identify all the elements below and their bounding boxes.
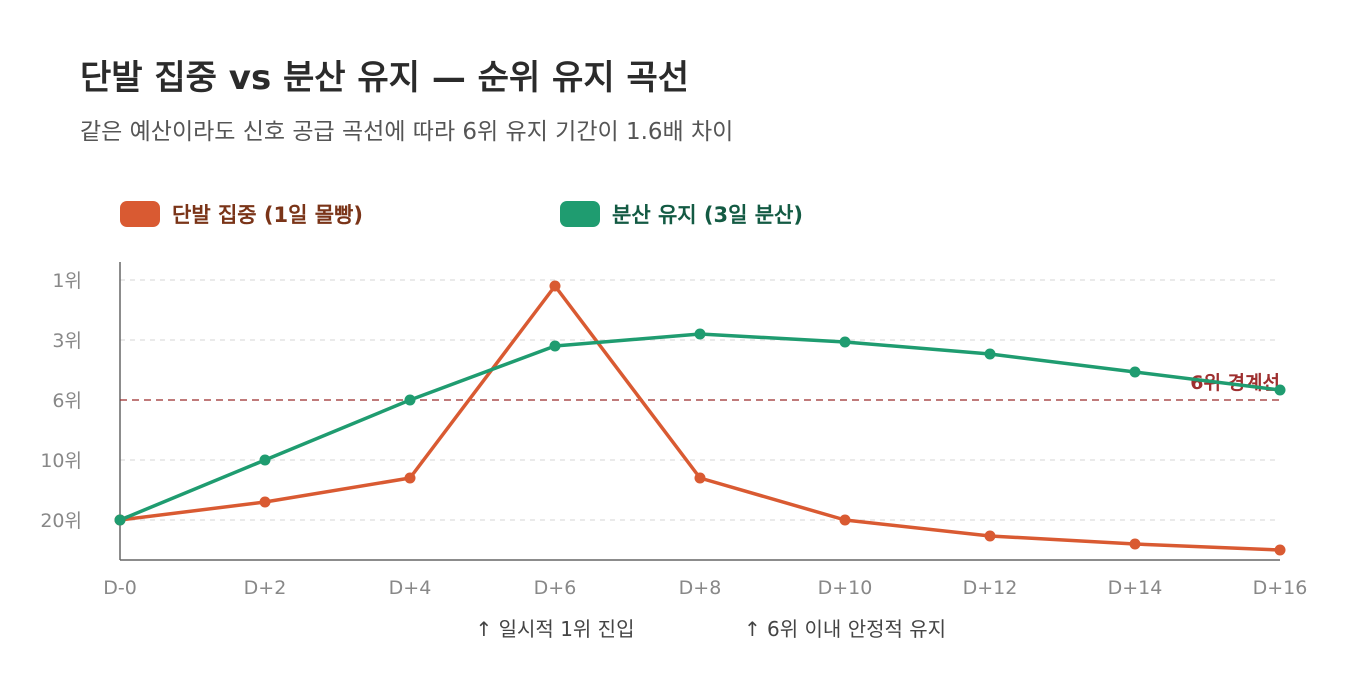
series-1-point-9 bbox=[1274, 544, 1286, 556]
series-2-point-3 bbox=[404, 394, 416, 406]
annotation-2: ↑ 6위 이내 안정적 유지 bbox=[744, 617, 946, 641]
y-tick-label-3: 6위 bbox=[52, 390, 82, 412]
legend-label-2: 분산 유지 (3일 분산) bbox=[612, 203, 803, 227]
series-1-point-4 bbox=[549, 280, 561, 292]
series-1-point-5 bbox=[694, 472, 706, 484]
x-tick-label-1: D-0 bbox=[103, 577, 137, 599]
y-tick-label-1: 1위 bbox=[52, 270, 82, 292]
reference-line-group: 6위 경계선 bbox=[120, 372, 1280, 401]
legend: 단발 집중 (1일 몰빵) 분산 유지 (3일 분산) bbox=[120, 201, 803, 227]
x-tick-label-8: D+14 bbox=[1108, 577, 1163, 599]
series-1-point-6 bbox=[839, 514, 851, 526]
annotations: ↑ 일시적 1위 진입 ↑ 6위 이내 안정적 유지 bbox=[476, 617, 947, 641]
series-2-point-7 bbox=[984, 348, 996, 360]
series-2-point-6 bbox=[839, 336, 851, 348]
series-1-point-3 bbox=[404, 472, 416, 484]
legend-swatch-2 bbox=[560, 201, 600, 227]
series-line-1 bbox=[118, 284, 1282, 552]
x-tick-label-3: D+4 bbox=[389, 577, 432, 599]
x-tick-label-9: D+16 bbox=[1253, 577, 1308, 599]
chart-subtitle: 같은 예산이라도 신호 공급 곡선에 따라 6위 유지 기간이 1.6배 차이 bbox=[80, 119, 734, 145]
grid-lines bbox=[120, 279, 1280, 521]
chart-title: 단발 집중 vs 분산 유지 — 순위 유지 곡선 bbox=[80, 58, 690, 98]
series-2-point-9 bbox=[1274, 384, 1286, 396]
series-2-point-1 bbox=[114, 514, 126, 526]
series-2-point-4 bbox=[549, 340, 561, 352]
series-line-2 bbox=[118, 332, 1282, 522]
legend-label-1: 단발 집중 (1일 몰빵) bbox=[172, 203, 363, 227]
y-tick-labels: 1위 3위 6위 10위 20위 bbox=[40, 270, 82, 532]
x-tick-label-5: D+8 bbox=[679, 577, 722, 599]
x-tick-label-6: D+10 bbox=[818, 577, 873, 599]
y-tick-label-2: 3위 bbox=[52, 330, 82, 352]
series-2-point-8 bbox=[1129, 366, 1141, 378]
series-1-point-7 bbox=[984, 530, 996, 542]
series-1-point-8 bbox=[1129, 538, 1141, 550]
series-1-point-2 bbox=[259, 496, 271, 508]
x-tick-label-7: D+12 bbox=[963, 577, 1018, 599]
series-group bbox=[114, 280, 1286, 556]
x-tick-labels: D-0 D+2 D+4 D+6 D+8 D+10 D+12 D+14 D+16 bbox=[103, 577, 1307, 599]
annotation-1: ↑ 일시적 1위 진입 bbox=[476, 617, 635, 641]
x-tick-label-4: D+6 bbox=[534, 577, 577, 599]
y-tick-label-4: 10위 bbox=[40, 450, 82, 472]
series-2-point-2 bbox=[259, 454, 271, 466]
axes bbox=[119, 262, 1280, 561]
y-tick-label-5: 20위 bbox=[40, 510, 82, 532]
series-2-point-5 bbox=[694, 328, 706, 340]
x-tick-label-2: D+2 bbox=[244, 577, 287, 599]
legend-swatch-1 bbox=[120, 201, 160, 227]
